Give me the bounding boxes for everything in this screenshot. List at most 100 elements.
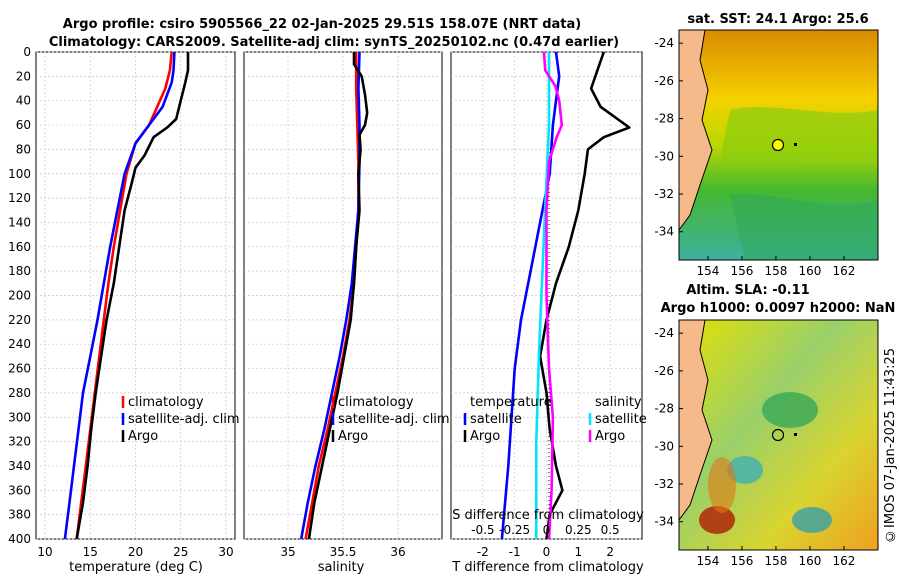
sst-map-ticks: 154 156 158 160 162 -24 -26 -28 -30 -32 -34	[654, 36, 855, 278]
series-argo	[307, 52, 369, 539]
y-tick-label: 20	[16, 69, 31, 83]
map-x-tick-label: 154	[696, 264, 719, 278]
difference-xlabel: T difference from climatology	[451, 560, 644, 575]
salinity-legend: climatology satellite-adj. clim Argo	[331, 395, 450, 444]
imos-timestamp: ©IMOS 07-Jan-2025 11:43:25	[883, 348, 898, 543]
sst-argo-marker	[771, 138, 785, 152]
x-tick-label: 15	[83, 545, 98, 559]
legend-sal-satellite-label: satellite	[595, 412, 647, 427]
y-tick-label: 160	[8, 240, 31, 254]
x-tick-label: 35	[280, 545, 295, 559]
y-tick-label: 400	[8, 532, 31, 546]
x-tick-label: 0	[543, 545, 551, 559]
map-y-tick-label: -28	[654, 402, 674, 416]
sla-low-patch	[727, 456, 763, 484]
y-tick-label: 80	[16, 142, 31, 156]
salinity-gridlines	[244, 51, 442, 540]
y-tick-label: 320	[8, 435, 31, 449]
y-tick-label: 380	[8, 508, 31, 522]
y-tick-label: 280	[8, 386, 31, 400]
figure-title-line2: Climatology: CARS2009. Satellite-adj cli…	[49, 35, 619, 50]
legend-argo-label: Argo	[128, 429, 158, 444]
sst-coastline	[678, 29, 713, 231]
series-satellite-adj-clim	[63, 52, 176, 539]
x-tick-label: 1	[575, 545, 583, 559]
legend-satellite-label: satellite-adj. clim	[128, 412, 240, 427]
x-tick-label: 36	[390, 545, 405, 559]
top-tick-label: 0.5	[601, 523, 620, 537]
top-tick-label: 0.25	[565, 523, 592, 537]
x-tick-label: 25	[173, 545, 188, 559]
y-tick-label: 240	[8, 337, 31, 351]
difference-top-xlabel: S difference from climatology	[452, 508, 644, 523]
y-tick-label: 0	[23, 45, 31, 59]
map-y-tick-label: -32	[654, 187, 674, 201]
map-y-tick-label: -34	[654, 515, 674, 529]
legend-climatology-label: climatology	[338, 395, 414, 410]
top-tick-label: 0	[543, 523, 551, 537]
x-tick-label: 30	[218, 545, 233, 559]
legend-salinity-header: salinity	[595, 395, 642, 410]
y-tick-label: 120	[8, 191, 31, 205]
y-tick-label: 60	[16, 118, 31, 132]
sst-map: sat. SST: 24.1 Argo: 25.6 154 156 158 160 16…	[654, 12, 879, 278]
map-y-tick-label: -34	[654, 225, 674, 239]
x-tick-label: 2	[606, 545, 614, 559]
legend-sal-argo-label: Argo	[595, 429, 625, 444]
y-tick-label: 140	[8, 215, 31, 229]
y-tick-label: 180	[8, 264, 31, 278]
legend-satellite-label: satellite-adj. clim	[338, 412, 450, 427]
sla-map-frame	[678, 319, 879, 551]
legend-temp-argo-label: Argo	[470, 429, 500, 444]
series-argo	[75, 52, 190, 539]
series-salinity-argo	[542, 52, 564, 539]
x-tick-label: -2	[477, 545, 489, 559]
y-tick-label: 360	[8, 483, 31, 497]
sla-map-title-line1: Altim. SLA: -0.11	[686, 283, 809, 298]
x-tick-label: 35.5	[330, 545, 357, 559]
x-tick-label: 20	[128, 545, 143, 559]
y-tick-label: 200	[8, 289, 31, 303]
map-y-tick-label: -32	[654, 477, 674, 491]
y-tick-label: 260	[8, 362, 31, 376]
map-x-tick-label: 158	[764, 264, 787, 278]
y-tick-label: 100	[8, 167, 31, 181]
temperature-legend: climatology satellite-adj. clim Argo	[121, 395, 240, 444]
map-y-tick-label: -24	[654, 326, 674, 340]
temperature-series	[63, 52, 190, 539]
difference-series	[500, 52, 631, 539]
top-tick-label: -0.5	[471, 523, 494, 537]
temperature-x-ticks: 10 15 20 25 30	[37, 545, 233, 559]
sla-map-ticks: 154 156 158 160 162 -24 -26 -28 -30 -32 -34	[654, 326, 855, 568]
top-tick-label: -0.25	[499, 523, 530, 537]
y-tick-label: 340	[8, 459, 31, 473]
sst-land-mask	[679, 30, 712, 230]
series-satellite-adj-clim	[299, 52, 361, 539]
difference-top-ticks: -0.5 -0.25 0 0.25 0.5	[471, 523, 620, 537]
map-x-tick-label: 162	[833, 264, 856, 278]
map-x-tick-label: 162	[833, 554, 856, 568]
difference-legend: temperature satellite Argo salinity sate…	[463, 395, 647, 444]
sla-coastline	[678, 319, 713, 521]
y-tick-label: 300	[8, 410, 31, 424]
map-x-tick-label: 160	[799, 264, 822, 278]
map-y-tick-label: -28	[654, 112, 674, 126]
sla-low-patch	[762, 392, 818, 428]
map-y-tick-label: -30	[654, 439, 674, 453]
legend-climatology-label: climatology	[128, 395, 204, 410]
series-temperature-satellite	[500, 52, 561, 539]
legend-temp-satellite-label: satellite	[470, 412, 522, 427]
sla-low-patch	[792, 507, 832, 533]
sla-land-mask	[679, 320, 712, 520]
sla-map-title-line2: Argo h1000: 0.0097 h2000: NaN	[661, 301, 896, 316]
map-y-tick-label: -26	[654, 364, 674, 378]
sst-warm-band	[720, 107, 878, 163]
difference-x-ticks: -2 -1 0 1 2	[477, 545, 614, 559]
x-tick-label: -1	[509, 545, 521, 559]
sla-argo-marker	[771, 428, 785, 442]
temperature-gridlines	[36, 51, 235, 540]
map-x-tick-label: 156	[730, 264, 753, 278]
sla-high-patch	[699, 506, 735, 534]
legend-temperature-header: temperature	[470, 395, 552, 410]
temperature-xlabel: temperature (deg C)	[69, 560, 203, 575]
